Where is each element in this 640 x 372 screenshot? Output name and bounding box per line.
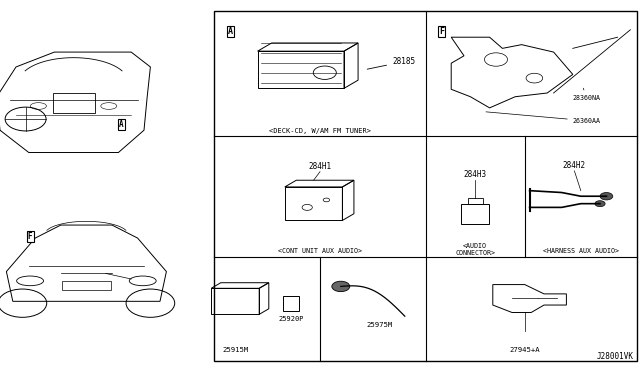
Text: 28360NA: 28360NA: [573, 88, 601, 102]
Text: 25975M: 25975M: [366, 322, 392, 328]
Circle shape: [332, 281, 349, 292]
Text: J28001VK: J28001VK: [596, 352, 634, 361]
Text: 284H1: 284H1: [308, 162, 332, 171]
Text: 284H3: 284H3: [463, 170, 487, 180]
Text: A: A: [119, 120, 124, 129]
Text: F: F: [28, 232, 33, 241]
Text: <HARNESS AUX AUDIO>: <HARNESS AUX AUDIO>: [543, 248, 619, 254]
Bar: [53, 93, 95, 113]
Text: 26360AA: 26360AA: [486, 112, 601, 124]
Text: <AUDIO
CONNECTOR>: <AUDIO CONNECTOR>: [455, 243, 495, 256]
Bar: [62, 281, 111, 290]
Circle shape: [595, 201, 605, 207]
Text: <CONT UNIT AUX AUDIO>: <CONT UNIT AUX AUDIO>: [278, 248, 362, 254]
Bar: [461, 204, 489, 224]
Bar: [467, 198, 483, 204]
Text: 284H2: 284H2: [563, 161, 586, 170]
Text: 28185: 28185: [367, 57, 415, 69]
Text: <DECK-CD, W/AM FM TUNER>: <DECK-CD, W/AM FM TUNER>: [269, 128, 371, 134]
Bar: [283, 296, 300, 311]
Text: 25920P: 25920P: [279, 316, 304, 322]
Text: A: A: [228, 27, 233, 36]
Text: 27945+A: 27945+A: [509, 347, 540, 353]
Text: F: F: [439, 27, 444, 36]
Circle shape: [600, 193, 613, 200]
Text: 25915M: 25915M: [222, 347, 248, 353]
